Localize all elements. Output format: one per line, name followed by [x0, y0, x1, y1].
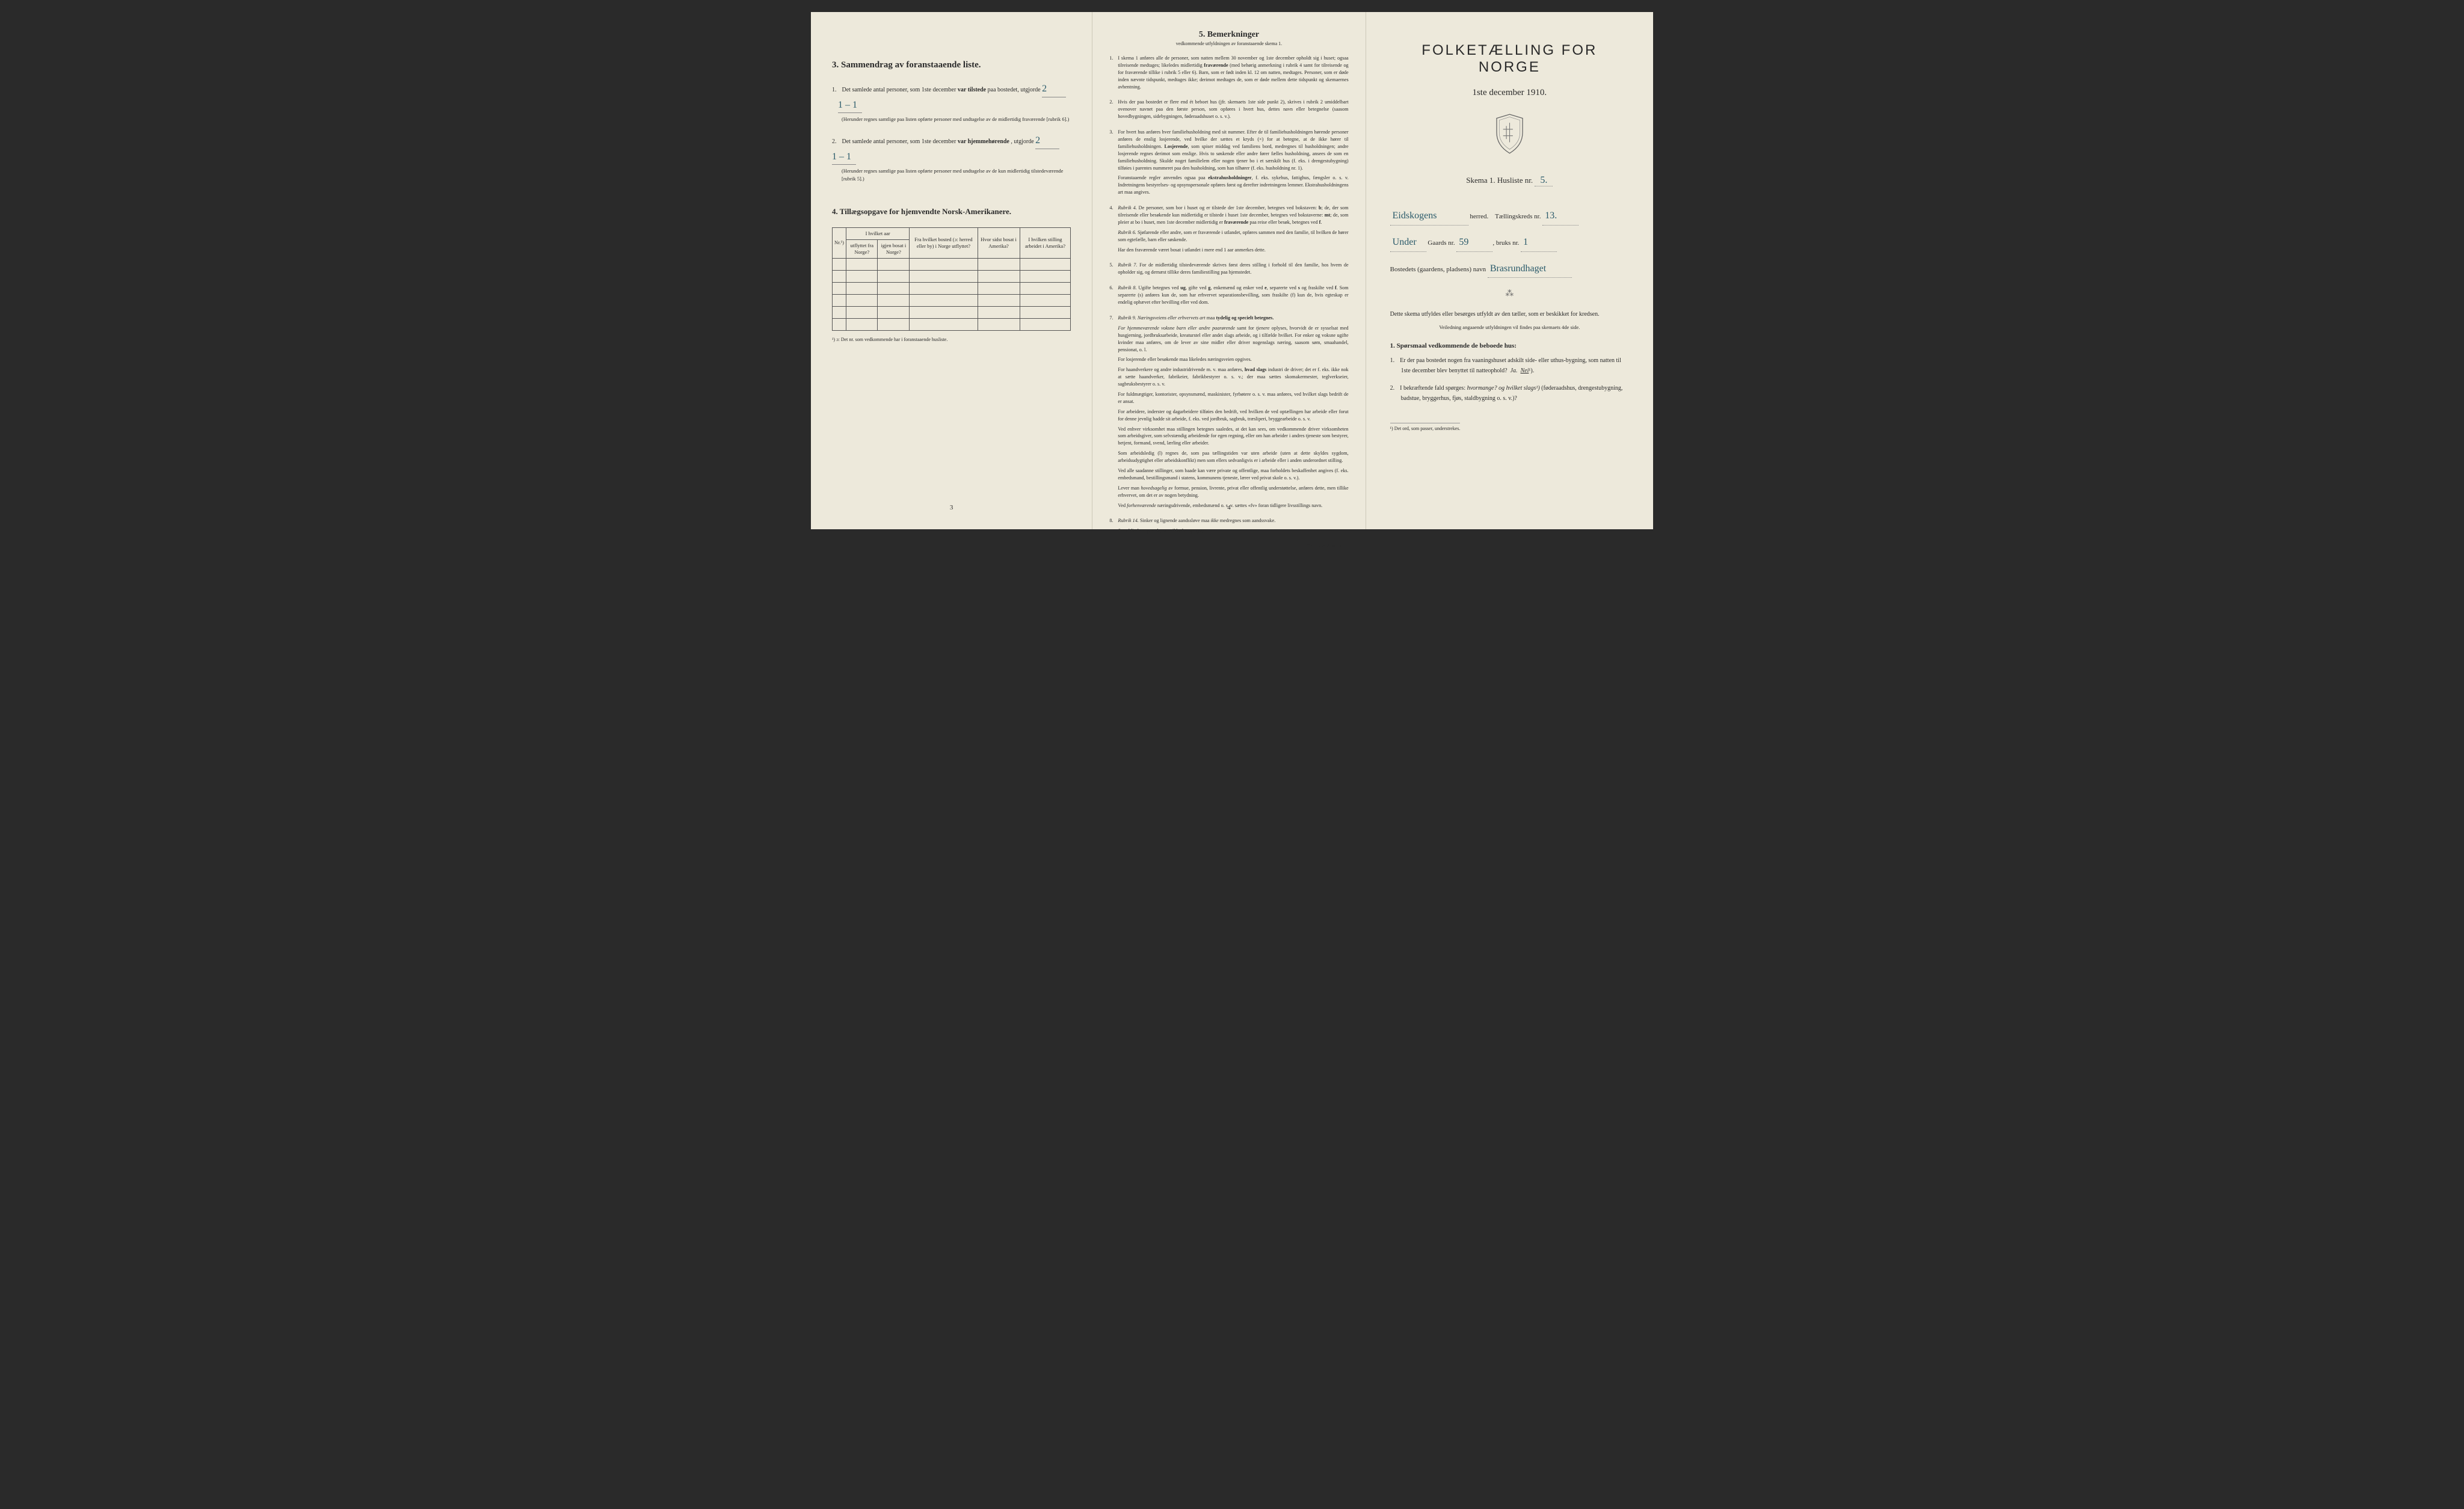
bosted-value: Brasrundhaget [1488, 260, 1572, 278]
q-heading: 1. Spørsmaal vedkommende de beboede hus: [1390, 342, 1629, 349]
tillaeg-table: Nr.¹) I hvilket aar Fra hvilket bosted (… [832, 227, 1071, 331]
bemerk-item: 6.Rubrik 8. Ugifte betegnes ved ug, gift… [1109, 284, 1348, 309]
tilstede-count-2: 1 – 1 [838, 97, 862, 114]
husliste-nr: 5. [1535, 175, 1553, 186]
herred-line: Eidskogens herred. Tællingskreds nr. 13. [1390, 207, 1629, 226]
section4-heading: 4. Tillægsopgave for hjemvendte Norsk-Am… [832, 207, 1071, 217]
kreds-value: 13. [1542, 207, 1578, 226]
herred-value: Eidskogens [1390, 207, 1468, 226]
gaards-line: Under Gaards nr. 59, bruks nr. 1 [1390, 234, 1629, 252]
bruks-value: 1 [1521, 234, 1557, 252]
item-1: 1. Det samlede antal personer, som 1ste … [832, 81, 1071, 123]
main-title: FOLKETÆLLING FOR NORGE [1390, 42, 1629, 76]
page-4: 5. Bemerkninger vedkommende utfyldningen… [1092, 12, 1366, 529]
bemerk-subtitle: vedkommende utfyldningen av foranstaaend… [1109, 41, 1348, 46]
col-fra: Fra hvilket bosted (ɔ: herred eller by) … [910, 227, 978, 258]
page-number: 3 [950, 504, 953, 511]
tilstede-count-1: 2 [1042, 81, 1066, 97]
section3-heading: 3. Sammendrag av foranstaaende liste. [832, 60, 1071, 70]
questions-section: 1. Spørsmaal vedkommende de beboede hus:… [1390, 342, 1629, 404]
bemerk-item: 3.For hvert hus anføres hver familiehush… [1109, 129, 1348, 199]
question-2: 2. I bekræftende fald spørges: hvormange… [1401, 383, 1629, 404]
bemerk-item: 7.Rubrik 9. Næringsveiens eller erhverve… [1109, 315, 1348, 512]
census-date: 1ste december 1910. [1390, 88, 1629, 98]
ornament-icon: ⁂ [1390, 289, 1629, 299]
page-1-title: FOLKETÆLLING FOR NORGE 1ste december 191… [1366, 12, 1653, 529]
bemerk-title: 5. Bemerkninger [1109, 30, 1348, 40]
col-stilling: I hvilken stilling arbeidet i Amerika? [1020, 227, 1071, 258]
printer-mark: Steen'ske Bogtr. Kr.a. [1109, 543, 1348, 549]
table-row [833, 318, 1071, 330]
answer-nei: Nei [1521, 367, 1529, 374]
page-number: 4 [1227, 504, 1231, 511]
skema-line: Skema 1. Husliste nr. 5. [1390, 175, 1629, 186]
table-row [833, 282, 1071, 294]
bemerk-item: 2.Hvis der paa bostedet er flere end ét … [1109, 99, 1348, 123]
bemerk-item: 1.I skema 1 anføres alle de personer, so… [1109, 55, 1348, 93]
col-aar: I hvilket aar [846, 227, 910, 239]
census-document: 3. Sammendrag av foranstaaende liste. 1.… [811, 12, 1653, 529]
col-hvor: Hvor sidst bosat i Amerika? [978, 227, 1020, 258]
hjemme-count-2: 1 – 1 [832, 149, 856, 165]
col-nr: Nr.¹) [833, 227, 846, 258]
item-2: 2. Det samlede antal personer, som 1ste … [832, 133, 1071, 183]
footnote: ¹) Det ord, som passer, understrekes. [1390, 423, 1461, 431]
coat-of-arms-icon [1390, 113, 1629, 157]
table-row [833, 306, 1071, 318]
instruction-main: Dette skema utfyldes eller besørges utfy… [1390, 310, 1629, 319]
table-row [833, 258, 1071, 270]
col-bosat: igjen bosat i Norge? [878, 239, 910, 258]
table-row [833, 294, 1071, 306]
bemerk-item: 5.Rubrik 7. For de midlertidig tilstedev… [1109, 262, 1348, 279]
under-value: Under [1390, 234, 1426, 252]
bosted-line: Bostedets (gaardens, pladsens) navn Bras… [1390, 260, 1629, 278]
bemerk-item: 4.Rubrik 4. De personer, som bor i huset… [1109, 204, 1348, 256]
table-row [833, 270, 1071, 282]
question-1: 1. Er der paa bostedet nogen fra vaaning… [1401, 355, 1629, 376]
gaards-value: 59 [1456, 234, 1492, 252]
bemerk-list: 1.I skema 1 anføres alle de personer, so… [1109, 55, 1348, 538]
col-utflyttet: utflyttet fra Norge? [846, 239, 878, 258]
instruction-sub: Veiledning angaaende utfyldningen vil fi… [1390, 324, 1629, 330]
page-3: 3. Sammendrag av foranstaaende liste. 1.… [811, 12, 1092, 529]
hjemme-count-1: 2 [1035, 133, 1059, 149]
bemerk-item: 8.Rubrik 14. Sinker og lignende aandsslø… [1109, 517, 1348, 538]
table-footnote: ¹) ɔ: Det nr. som vedkommende har i fora… [832, 337, 1071, 342]
